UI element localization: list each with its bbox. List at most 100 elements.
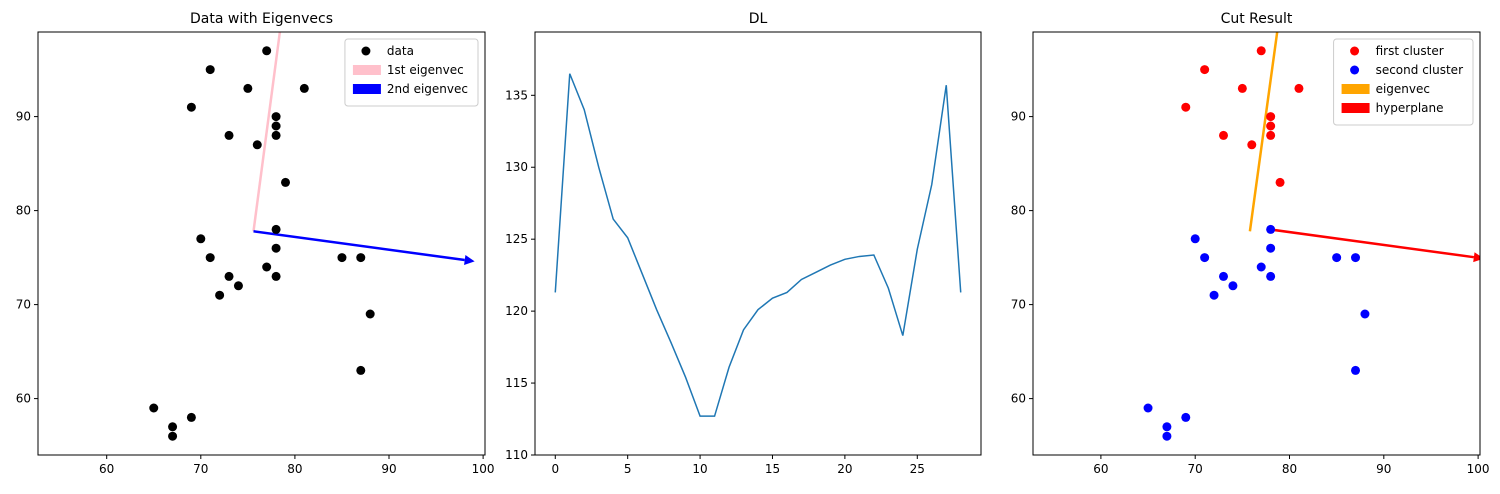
data-point [205, 253, 215, 263]
plot-area [1143, 32, 1480, 441]
y-tick-label: 115 [505, 376, 528, 390]
data-point [1266, 112, 1276, 122]
data-point [262, 262, 272, 272]
legend-marker [1350, 46, 1360, 56]
data-point [271, 112, 281, 122]
data-point [1266, 121, 1276, 131]
x-tick-label: 70 [193, 462, 208, 476]
data-point [243, 83, 253, 93]
subplot: Cut Result 60 70 80 90 100 60 70 80 90 first clust… [1011, 11, 1490, 476]
data-point [1237, 83, 1247, 93]
legend-patch [1341, 103, 1370, 113]
data-point [271, 130, 281, 140]
data-point [186, 412, 196, 422]
x-tick-label: 80 [1282, 462, 1297, 476]
legend-label: 1st eigenvec [387, 63, 464, 77]
data-point [262, 46, 272, 56]
x-tick-label: 10 [692, 462, 707, 476]
data-point [1218, 271, 1228, 281]
data-point [280, 177, 290, 187]
data-point [365, 309, 375, 319]
y-tick-label: 125 [505, 232, 528, 246]
data-point [233, 281, 243, 291]
data-point [337, 253, 347, 263]
legend-patch [352, 84, 381, 94]
legend-label: 2nd eigenvec [387, 82, 468, 96]
x-tick-label: 15 [765, 462, 780, 476]
x-tick-label: 0 [551, 462, 559, 476]
x-tick-label: 20 [837, 462, 852, 476]
data-point [168, 422, 178, 432]
y-tick-label: 60 [16, 392, 31, 406]
data-point [271, 271, 281, 281]
data-point [252, 140, 262, 150]
data-point [271, 243, 281, 253]
data-point [1351, 365, 1361, 375]
arrow-shaft [1248, 32, 1279, 232]
data-point [1218, 130, 1228, 140]
legend-label: data [387, 44, 414, 58]
y-tick-label: 70 [1011, 298, 1026, 312]
data-point [1351, 253, 1361, 263]
data-point [1228, 281, 1238, 291]
data-point [168, 431, 178, 441]
data-point [196, 234, 206, 244]
y-tick-label: 90 [1011, 110, 1026, 124]
y-tick-label: 80 [16, 204, 31, 218]
data-point [1360, 309, 1370, 319]
x-tick-label: 25 [910, 462, 925, 476]
data-point [149, 403, 159, 413]
y-tick-label: 70 [16, 298, 31, 312]
chart-title: DL [749, 11, 768, 27]
axes-frame [534, 31, 982, 456]
data-point [1200, 65, 1210, 75]
x-tick-label: 60 [99, 462, 114, 476]
data-point [1162, 431, 1172, 441]
data-point [1266, 224, 1276, 234]
chart-title: Data with Eigenvecs [190, 11, 333, 27]
legend-label: first cluster [1376, 44, 1444, 58]
data-point [271, 121, 281, 131]
plot-area [149, 32, 475, 441]
y-tick-label: 135 [505, 88, 528, 102]
data-point [1143, 403, 1153, 413]
data-point [1332, 253, 1342, 263]
arrow [1248, 32, 1279, 232]
data-point [1190, 234, 1200, 244]
x-tick-label: 90 [381, 462, 396, 476]
data-point [1247, 140, 1257, 150]
data-point [1200, 253, 1210, 263]
y-tick-label: 130 [505, 160, 528, 174]
axes-frame [1032, 31, 1481, 456]
data-line [554, 73, 962, 417]
data-point [224, 271, 234, 281]
y-tick-label: 60 [1011, 392, 1026, 406]
legend: first cluster second cluster eigenvec hyper… [1333, 38, 1474, 126]
data-point [186, 102, 196, 112]
data-point [205, 65, 215, 75]
x-tick-label: 60 [1093, 462, 1108, 476]
arrow [253, 230, 475, 265]
data-point [1181, 102, 1191, 112]
data-point [1266, 130, 1276, 140]
legend-marker [1350, 65, 1360, 75]
data-point [215, 290, 225, 300]
data-point [271, 224, 281, 234]
data-point [1162, 422, 1172, 432]
data-point [1209, 290, 1219, 300]
x-tick-label: 100 [472, 462, 495, 476]
x-tick-label: 70 [1188, 462, 1203, 476]
arrow [1269, 228, 1480, 263]
legend: data 1st eigenvec 2nd eigenvec [344, 38, 479, 107]
legend-label: eigenvec [1376, 82, 1430, 96]
data-point [1275, 177, 1285, 187]
legend-label: hyperplane [1376, 101, 1444, 115]
axes-frame [37, 31, 486, 456]
x-tick-label: 5 [624, 462, 632, 476]
data-point [356, 365, 366, 375]
data-point [1256, 262, 1266, 272]
x-tick-label: 80 [287, 462, 302, 476]
legend-marker [361, 46, 371, 56]
data-point [1294, 83, 1304, 93]
